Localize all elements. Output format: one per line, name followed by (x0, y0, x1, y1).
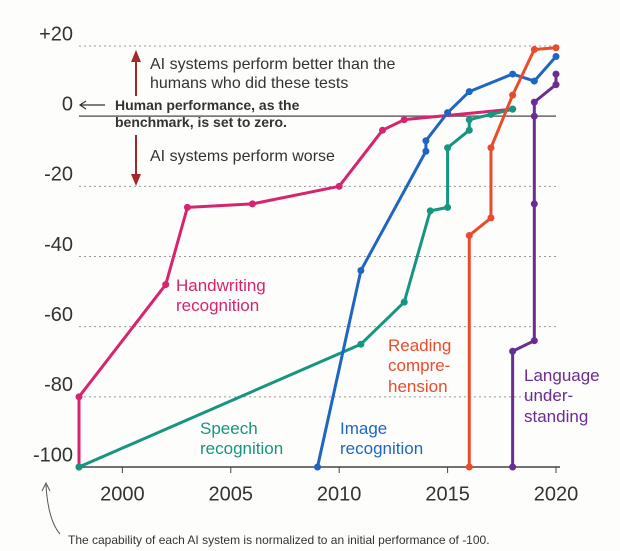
data-point (444, 144, 452, 152)
data-point (530, 112, 538, 120)
series-label: Handwriting recognition (176, 276, 266, 316)
annotation: Human performance, as the benchmark, is … (115, 97, 300, 130)
data-point (552, 44, 560, 52)
data-point (465, 116, 473, 124)
data-point (487, 110, 495, 118)
data-point (357, 340, 365, 348)
y-tick-label: +20 (39, 23, 73, 45)
series-label: Reading compre-hension (388, 336, 452, 396)
x-tick-label: 2005 (209, 483, 254, 505)
data-point (75, 463, 83, 471)
data-point (552, 70, 560, 78)
data-point (509, 105, 517, 113)
arrow-up-head (131, 50, 141, 62)
data-point (75, 393, 83, 401)
series-line (316, 55, 558, 468)
arrow-down-head (131, 174, 141, 186)
data-point (487, 144, 495, 152)
data-point (509, 70, 517, 78)
data-point (400, 298, 408, 306)
annotation: AI systems perform better than the human… (150, 56, 396, 93)
data-point (162, 281, 170, 289)
series-line (78, 107, 513, 469)
data-point (426, 207, 434, 215)
data-point (400, 116, 408, 124)
annotation: AI systems perform worse (150, 148, 335, 165)
x-tick-label: 2020 (534, 483, 579, 505)
data-point (379, 126, 387, 134)
data-point (552, 53, 560, 61)
y-tick-label: -100 (33, 444, 73, 466)
data-point (509, 463, 517, 471)
x-tick-label: 2015 (425, 483, 470, 505)
data-point (530, 46, 538, 54)
y-tick-label: 0 (62, 93, 73, 115)
data-point (487, 214, 495, 222)
series-label: Image recognition (340, 419, 424, 459)
series-line (511, 74, 558, 467)
y-tick-label: -40 (44, 234, 73, 256)
data-point (552, 81, 560, 89)
series-label: Speech recognition (200, 419, 284, 459)
y-tick-label: -20 (44, 164, 73, 186)
y-tick-label: -60 (44, 304, 73, 326)
data-point (465, 231, 473, 239)
data-point (335, 182, 343, 190)
data-point (465, 88, 473, 96)
data-point (509, 91, 517, 99)
data-point (183, 203, 191, 211)
data-point (422, 147, 430, 155)
data-point (357, 267, 365, 275)
data-point (530, 98, 538, 106)
data-point (248, 200, 256, 208)
x-tick-label: 2000 (100, 483, 145, 505)
data-point (465, 463, 473, 471)
data-point (509, 347, 517, 355)
footnote-arrow (45, 484, 61, 535)
data-point (530, 200, 538, 208)
data-point (422, 137, 430, 145)
footnote-arrow-head (41, 481, 51, 492)
y-tick-label: -80 (44, 374, 73, 396)
x-tick-label: 2010 (317, 483, 362, 505)
footnote: The capability of each AI system is norm… (68, 533, 490, 547)
data-point (444, 203, 452, 211)
data-point (314, 463, 321, 471)
data-point (465, 126, 473, 134)
data-point (444, 109, 452, 117)
series-label: Language under-standing (524, 366, 600, 426)
data-point (530, 337, 538, 345)
arrow-left-head (78, 100, 87, 110)
data-point (530, 77, 538, 85)
